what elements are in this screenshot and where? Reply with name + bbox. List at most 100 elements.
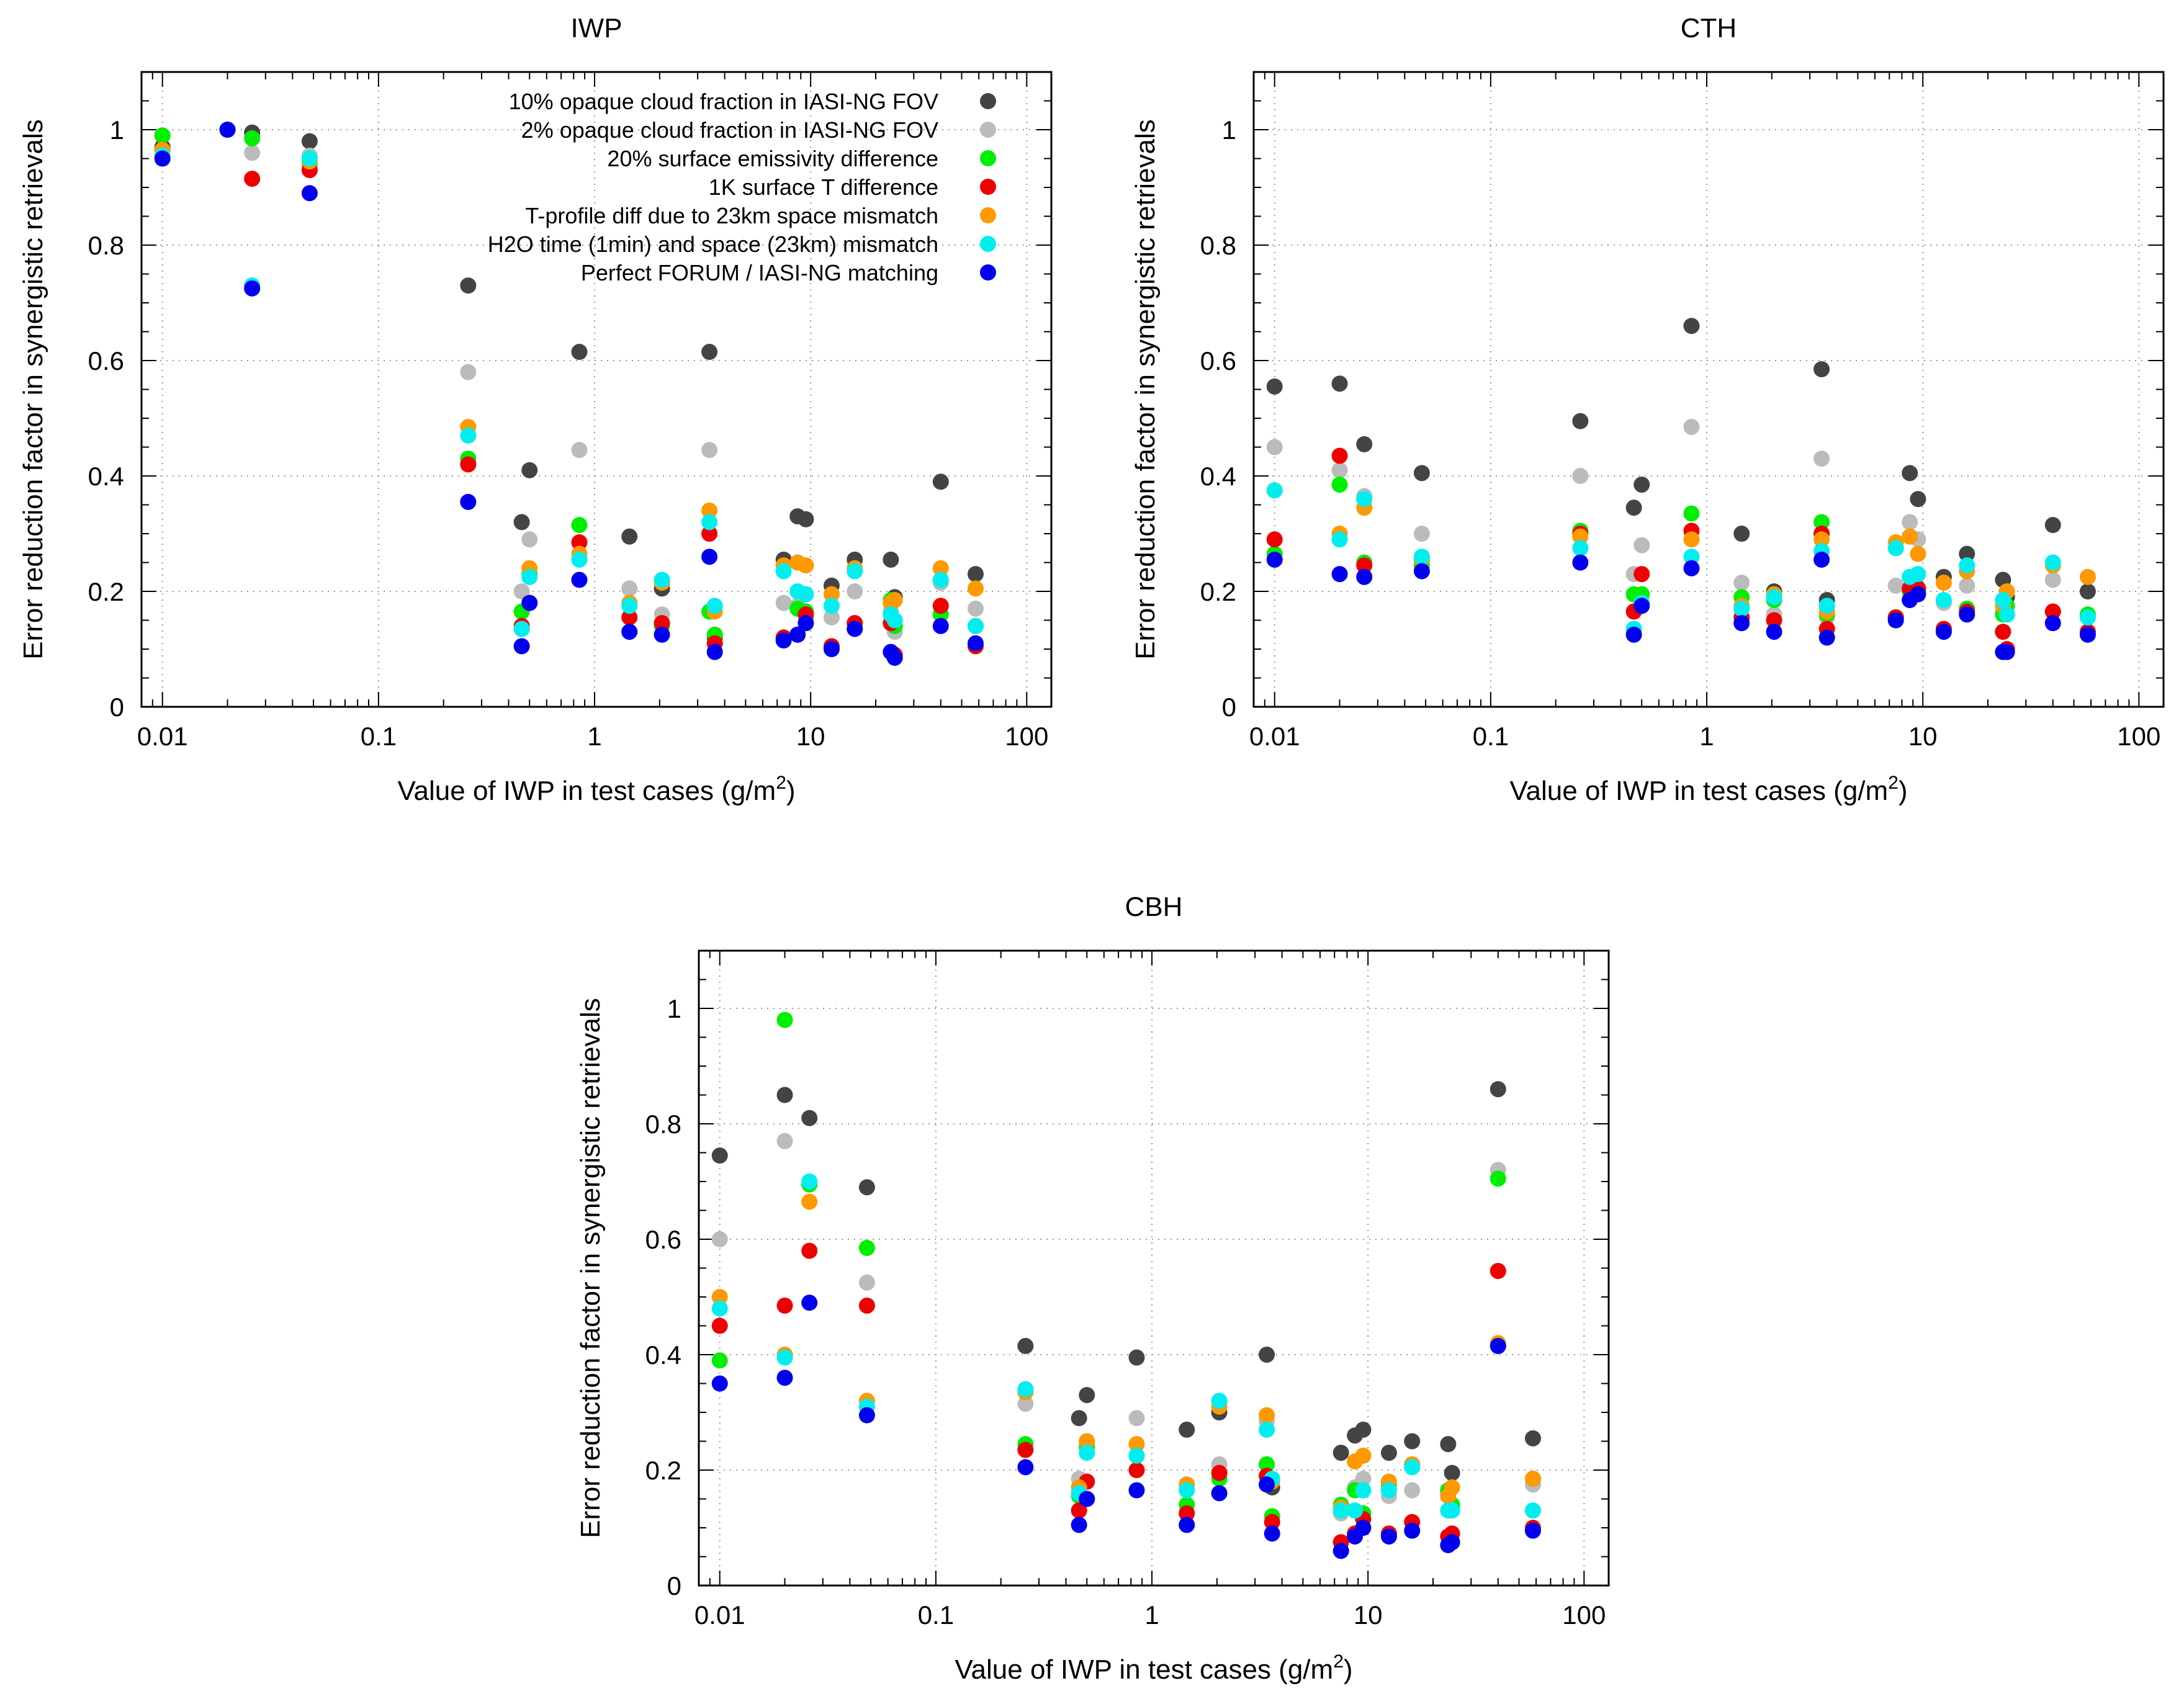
data-point-2 xyxy=(521,531,538,548)
data-point-3 xyxy=(571,517,588,534)
data-point-1 xyxy=(1625,500,1642,516)
x-axis-label-end: ) xyxy=(786,776,796,806)
data-point-4 xyxy=(932,598,949,614)
data-point-2 xyxy=(823,609,840,626)
data-point-3 xyxy=(1490,1170,1506,1187)
data-point-2 xyxy=(1683,418,1700,435)
data-point-1 xyxy=(1490,1081,1506,1098)
data-point-1 xyxy=(1683,318,1700,334)
data-point-3 xyxy=(1331,476,1348,493)
y-tick-label: 1 xyxy=(110,115,124,145)
y-tick-label: 0.6 xyxy=(645,1225,681,1254)
data-point-5 xyxy=(1902,528,1918,545)
data-point-6 xyxy=(1259,1421,1275,1438)
x-axis-label-end: ) xyxy=(1344,1654,1353,1685)
data-point-1 xyxy=(1733,526,1750,542)
data-point-7 xyxy=(789,626,806,643)
data-point-4 xyxy=(1128,1462,1145,1478)
data-point-6 xyxy=(1079,1445,1095,1461)
data-point-2 xyxy=(1902,514,1918,531)
data-point-7 xyxy=(1266,551,1283,568)
data-point-2 xyxy=(701,442,718,459)
x-tick-label: 0.1 xyxy=(918,1600,954,1630)
plot-frame xyxy=(1252,71,2165,708)
data-point-1 xyxy=(621,528,638,545)
data-point-6 xyxy=(1404,1459,1421,1476)
data-point-1 xyxy=(858,1179,875,1196)
y-tick-label: 0.6 xyxy=(88,346,124,375)
data-point-4 xyxy=(1356,557,1373,574)
x-tick-label: 1 xyxy=(1699,722,1714,751)
data-point-1 xyxy=(1902,465,1918,482)
data-point-6 xyxy=(701,514,718,531)
data-point-6 xyxy=(1332,1502,1349,1519)
data-point-5 xyxy=(932,560,949,576)
data-point-2 xyxy=(1404,1482,1421,1499)
data-point-7 xyxy=(706,644,723,660)
data-point-2 xyxy=(1017,1396,1034,1412)
data-point-7 xyxy=(1733,615,1750,632)
data-point-7 xyxy=(1490,1338,1506,1355)
data-point-1 xyxy=(1079,1387,1095,1404)
panel-title: CBH xyxy=(1125,892,1183,922)
data-point-4 xyxy=(1211,1464,1228,1481)
data-point-1 xyxy=(967,566,984,583)
data-point-7 xyxy=(1355,1520,1372,1536)
x-axis-label-main: Value of IWP in test cases (g/m xyxy=(397,776,776,806)
data-point-4 xyxy=(1634,566,1650,583)
data-point-7 xyxy=(621,624,638,640)
x-tick-label: 10 xyxy=(1354,1600,1383,1630)
data-point-4 xyxy=(1266,531,1283,548)
data-point-3 xyxy=(1813,514,1830,531)
data-point-4 xyxy=(1766,612,1782,629)
data-point-7 xyxy=(886,649,903,666)
x-axis-label: Value of IWP in test cases (g/m2) xyxy=(1509,773,1907,806)
data-point-6 xyxy=(847,563,863,580)
legend-label: 20% surface emissivity difference xyxy=(607,146,938,171)
data-point-7 xyxy=(1683,560,1700,576)
data-point-4 xyxy=(801,1242,818,1259)
data-point-6 xyxy=(801,1173,818,1190)
data-point-3 xyxy=(1259,1456,1275,1473)
data-point-4 xyxy=(460,456,477,473)
data-point-1 xyxy=(776,1087,793,1103)
panel-title: CTH xyxy=(1681,13,1737,43)
legend-marker xyxy=(980,150,996,166)
data-point-6 xyxy=(301,150,318,167)
data-point-6 xyxy=(621,598,638,614)
data-point-1 xyxy=(1128,1349,1145,1366)
data-point-5 xyxy=(823,586,840,603)
data-point-7 xyxy=(1380,1528,1397,1545)
data-point-7 xyxy=(1259,1476,1275,1493)
data-point-6 xyxy=(775,563,792,580)
data-point-7 xyxy=(967,635,984,652)
x-axis-label-superscript: 2 xyxy=(776,773,786,793)
data-point-1 xyxy=(1813,361,1830,377)
x-tick-label: 0.01 xyxy=(1249,722,1300,751)
data-point-6 xyxy=(1910,566,1926,583)
data-point-1 xyxy=(1634,476,1650,493)
data-point-3 xyxy=(244,130,261,146)
data-point-1 xyxy=(883,551,899,568)
legend-label: 1K surface T difference xyxy=(709,174,938,200)
data-point-6 xyxy=(521,568,538,585)
data-point-4 xyxy=(711,1317,728,1334)
data-point-7 xyxy=(1079,1491,1095,1507)
data-point-3 xyxy=(711,1352,728,1369)
data-point-1 xyxy=(301,133,318,150)
data-point-2 xyxy=(1266,439,1283,455)
data-point-6 xyxy=(967,617,984,634)
data-point-2 xyxy=(571,442,588,459)
data-point-1 xyxy=(1355,1421,1372,1438)
data-point-5 xyxy=(1079,1433,1095,1450)
data-point-2 xyxy=(244,145,261,161)
data-point-2 xyxy=(460,364,477,380)
data-point-2 xyxy=(776,1133,793,1149)
data-point-4 xyxy=(1179,1505,1195,1522)
data-point-5 xyxy=(1524,1470,1541,1487)
data-point-1 xyxy=(1444,1464,1460,1481)
data-point-7 xyxy=(1887,612,1904,629)
data-point-2 xyxy=(513,583,530,599)
data-point-4 xyxy=(1995,624,2011,640)
data-point-5 xyxy=(886,591,903,608)
